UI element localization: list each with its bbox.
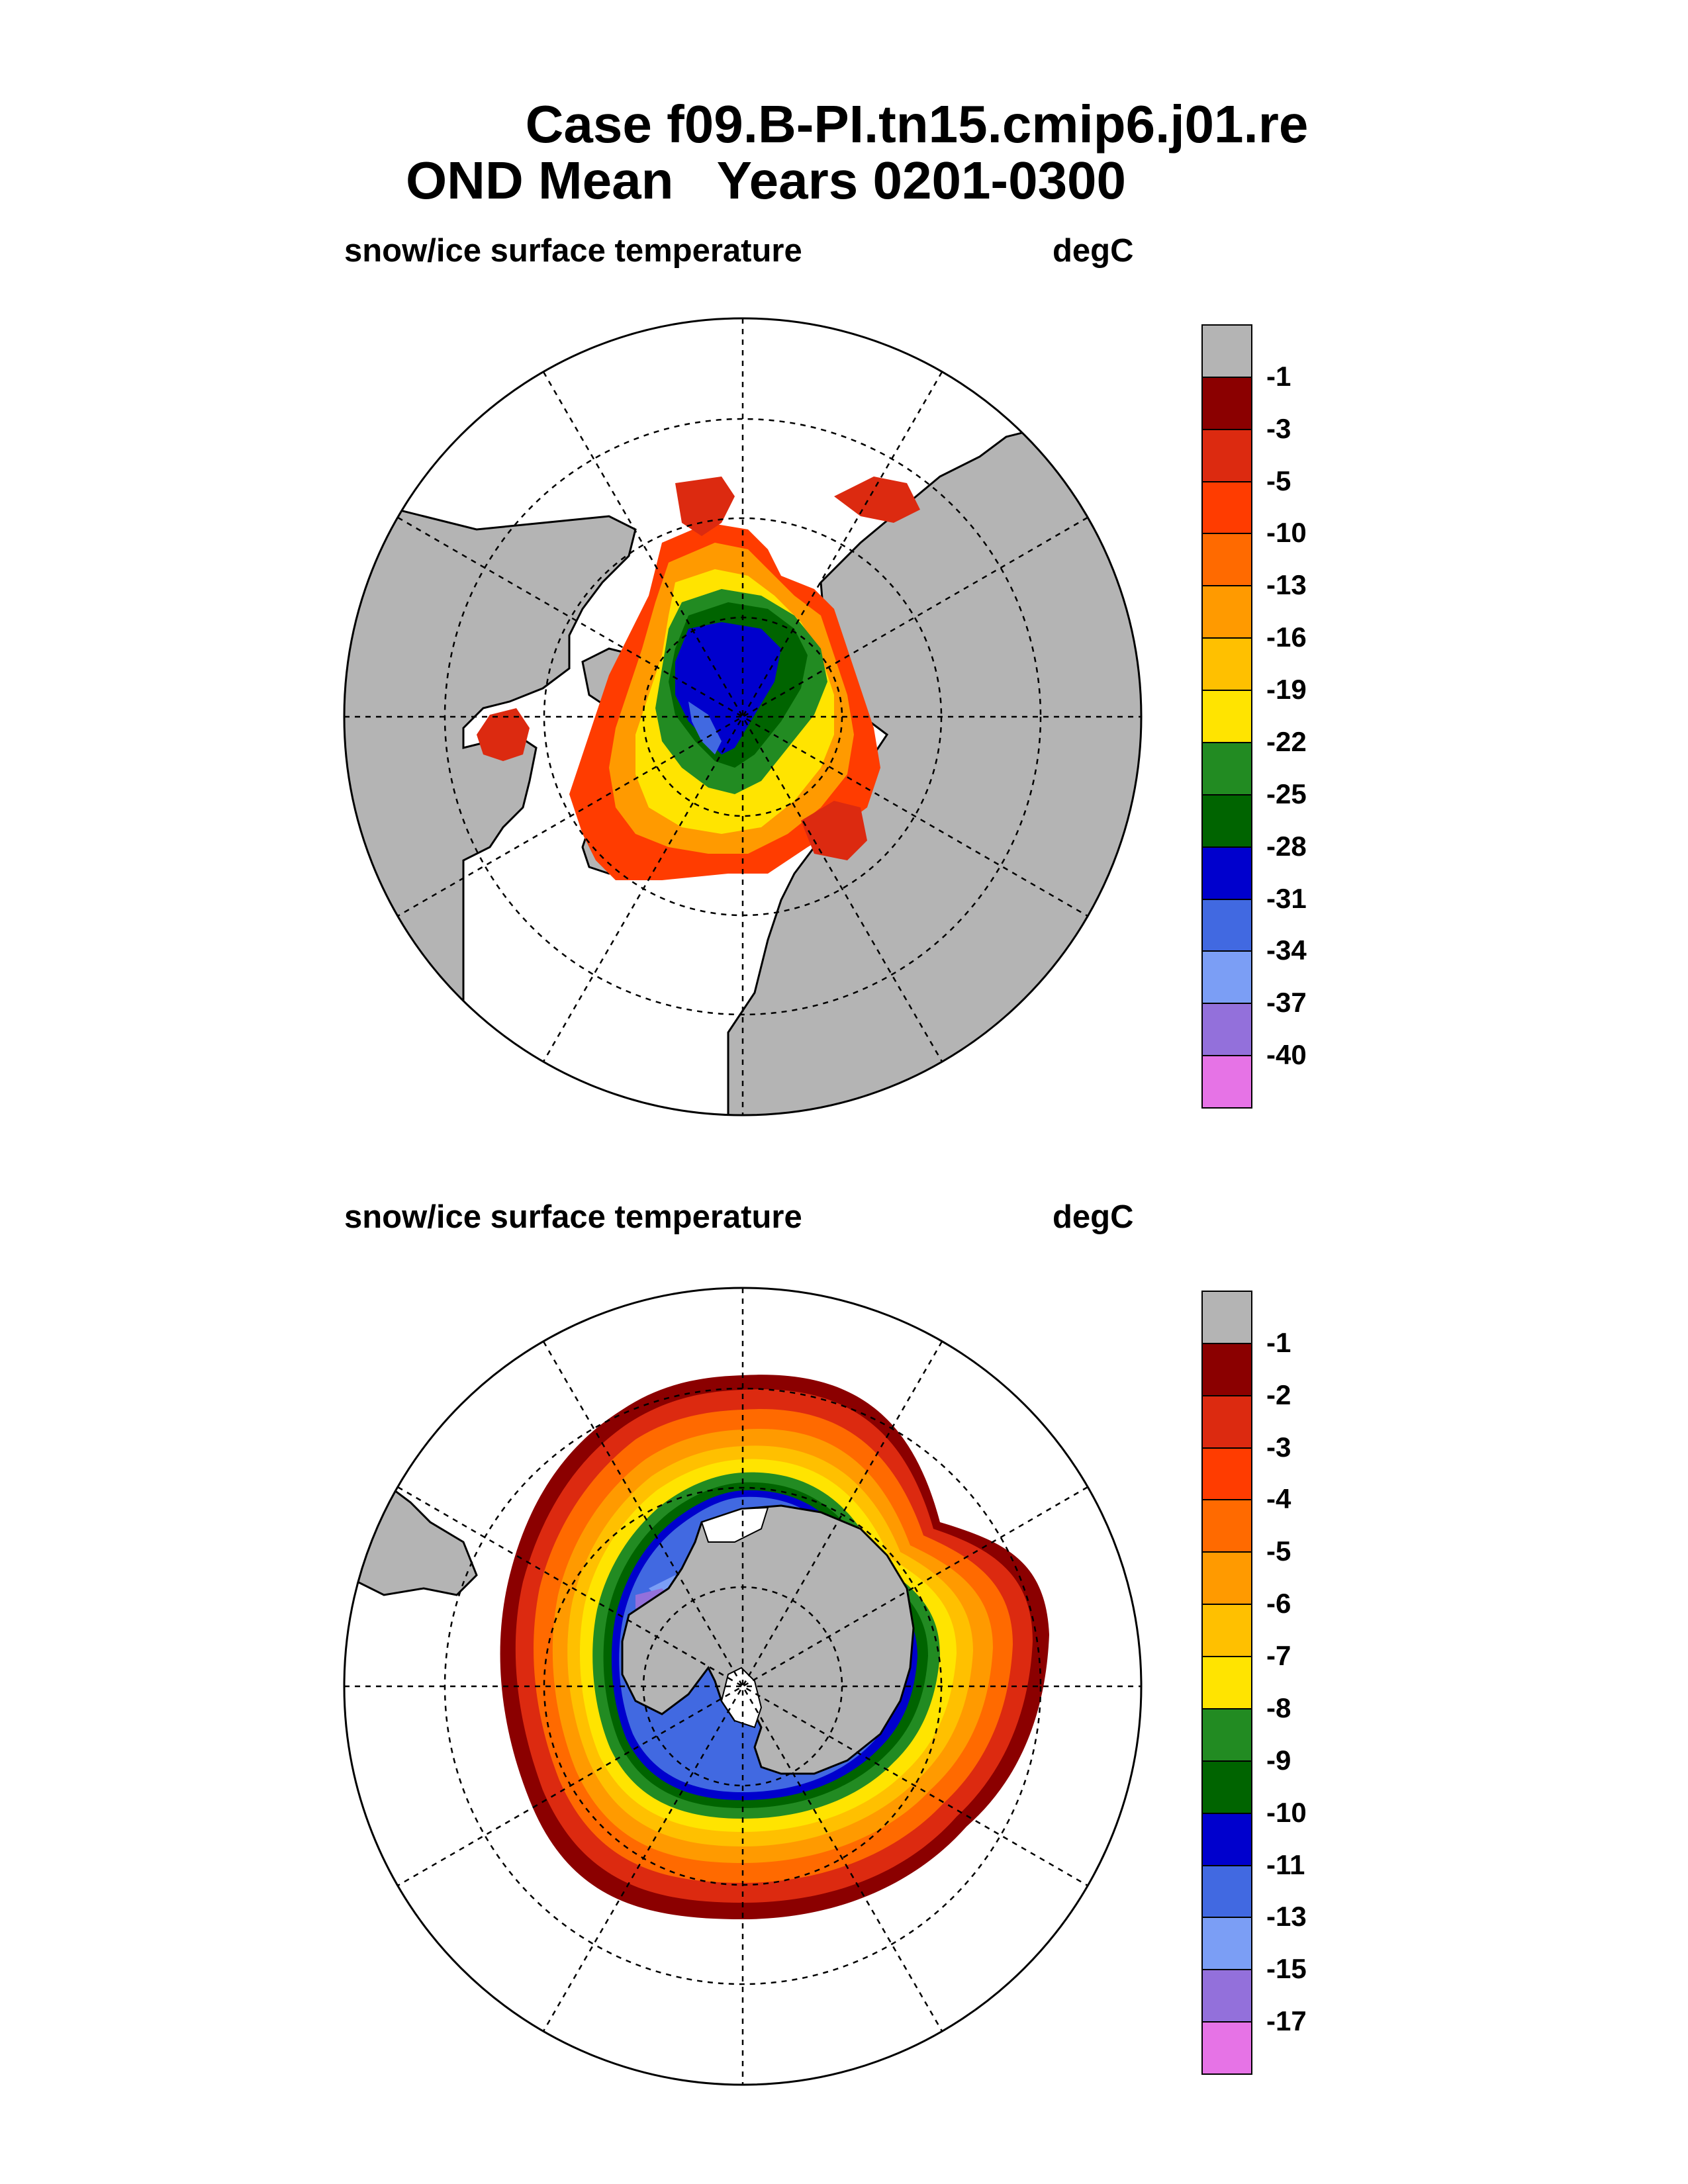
north-colorbar-swatch: [1201, 846, 1252, 899]
south-colorbar-label: -8: [1266, 1692, 1291, 1723]
south-colorbar-label: -7: [1266, 1640, 1291, 1672]
north-colorbar-swatch: [1201, 480, 1252, 533]
north-colorbar-swatch: [1201, 1003, 1252, 1056]
south-colorbar-swatch: [1201, 1394, 1252, 1447]
south-colorbar-label: -2: [1266, 1379, 1291, 1410]
south-map-border: [343, 1287, 1143, 2086]
south-colorbar-swatch: [1201, 1760, 1252, 1813]
north-land-eurasia: [727, 382, 1141, 1115]
south-colorbar-label: -6: [1266, 1588, 1291, 1619]
south-colorbar-label: -17: [1266, 2005, 1307, 2037]
north-colorbar-swatch: [1201, 533, 1252, 586]
south-colorbar-swatch: [1201, 1969, 1252, 2022]
south-colorbar-swatch: [1201, 1551, 1252, 1604]
south-colorbar-swatch: [1201, 1291, 1252, 1343]
south-colorbar-swatch: [1201, 1917, 1252, 1970]
north-colorbar-label: -34: [1266, 934, 1307, 966]
south-colorbar-swatch: [1201, 1864, 1252, 1917]
north-colorbar-swatch: [1201, 585, 1252, 638]
north-colorbar-label: -28: [1266, 830, 1307, 862]
north-map-border: [343, 317, 1143, 1116]
north-colorbar-label: -22: [1266, 725, 1307, 757]
north-colorbar-swatch: [1201, 376, 1252, 429]
north-colorbar-swatch: [1201, 1055, 1252, 1109]
north-colorbar-swatch: [1201, 794, 1252, 846]
figure-title-line1: Case f09.B-PI.tn15.cmip6.j01.re: [525, 95, 1309, 154]
north-colorbar-label: -1: [1266, 360, 1291, 392]
south-units-label: degC: [1053, 1199, 1134, 1235]
north-colorbar-swatch: [1201, 898, 1252, 951]
south-colorbar-swatch: [1201, 1342, 1252, 1395]
south-colorbar-swatch: [1201, 1499, 1252, 1552]
south-colorbar-swatch: [1201, 1447, 1252, 1500]
south-colorbar-label: -1: [1266, 1326, 1291, 1358]
north-graticule: [344, 318, 1141, 1115]
south-colorbar-label: -3: [1266, 1431, 1291, 1463]
south-colorbar-swatch: [1201, 1707, 1252, 1760]
north-colorbar-swatch: [1201, 637, 1252, 690]
south-colorbar-swatch: [1201, 1604, 1252, 1657]
south-colorbar-swatch: [1201, 1812, 1252, 1865]
north-colorbar-label: -10: [1266, 517, 1307, 549]
north-colorbar-label: -16: [1266, 621, 1307, 653]
south-colorbar-label: -4: [1266, 1483, 1291, 1515]
north-colorbar-label: -13: [1266, 569, 1307, 601]
south-colorbar-swatch: [1201, 1656, 1252, 1708]
south-colorbar-swatch: [1201, 2021, 1252, 2075]
north-colorbar-label: -19: [1266, 674, 1307, 705]
north-colorbar-label: -37: [1266, 987, 1307, 1019]
north-colorbar: -1 -3 -5 -10 -13 -16 -19 -22 -25 -28 -31 -34 -37 -40: [1201, 324, 1307, 1109]
north-colorbar-swatch: [1201, 428, 1252, 481]
south-colorbar-label: -13: [1266, 1901, 1307, 1933]
south-colorbar: -1 -2 -3 -4 -5 -6 -7 -8 -9 -10 -11 -13 -15 -17: [1201, 1291, 1307, 2075]
north-colorbar-label: -3: [1266, 412, 1291, 444]
south-ice-shelf-ross: [700, 1506, 769, 1543]
south-colorbar-label: -15: [1266, 1953, 1307, 1985]
north-colorbar-label: -5: [1266, 465, 1291, 496]
north-colorbar-swatch: [1201, 690, 1252, 742]
south-colorbar-label: -10: [1266, 1796, 1307, 1828]
north-variable-label: snow/ice surface temperature: [344, 233, 802, 269]
south-variable-label: snow/ice surface temperature: [344, 1199, 802, 1235]
south-graticule: [344, 1288, 1141, 2085]
south-colorbar-label: -5: [1266, 1535, 1291, 1567]
south-polar-map: [343, 1287, 1143, 2086]
south-land-antarctica: [621, 1504, 915, 1775]
north-colorbar-swatch: [1201, 324, 1252, 377]
north-colorbar-swatch: [1201, 950, 1252, 1003]
north-colorbar-swatch: [1201, 741, 1252, 794]
north-colorbar-label: -40: [1266, 1039, 1307, 1071]
north-polar-map: [343, 317, 1143, 1116]
figure-title-line2: OND Mean Years 0201-0300: [405, 151, 1127, 210]
north-colorbar-label: -31: [1266, 882, 1307, 914]
north-units-label: degC: [1053, 233, 1134, 269]
north-colorbar-label: -25: [1266, 778, 1307, 809]
south-colorbar-label: -9: [1266, 1744, 1291, 1776]
south-colorbar-label: -11: [1266, 1848, 1305, 1880]
